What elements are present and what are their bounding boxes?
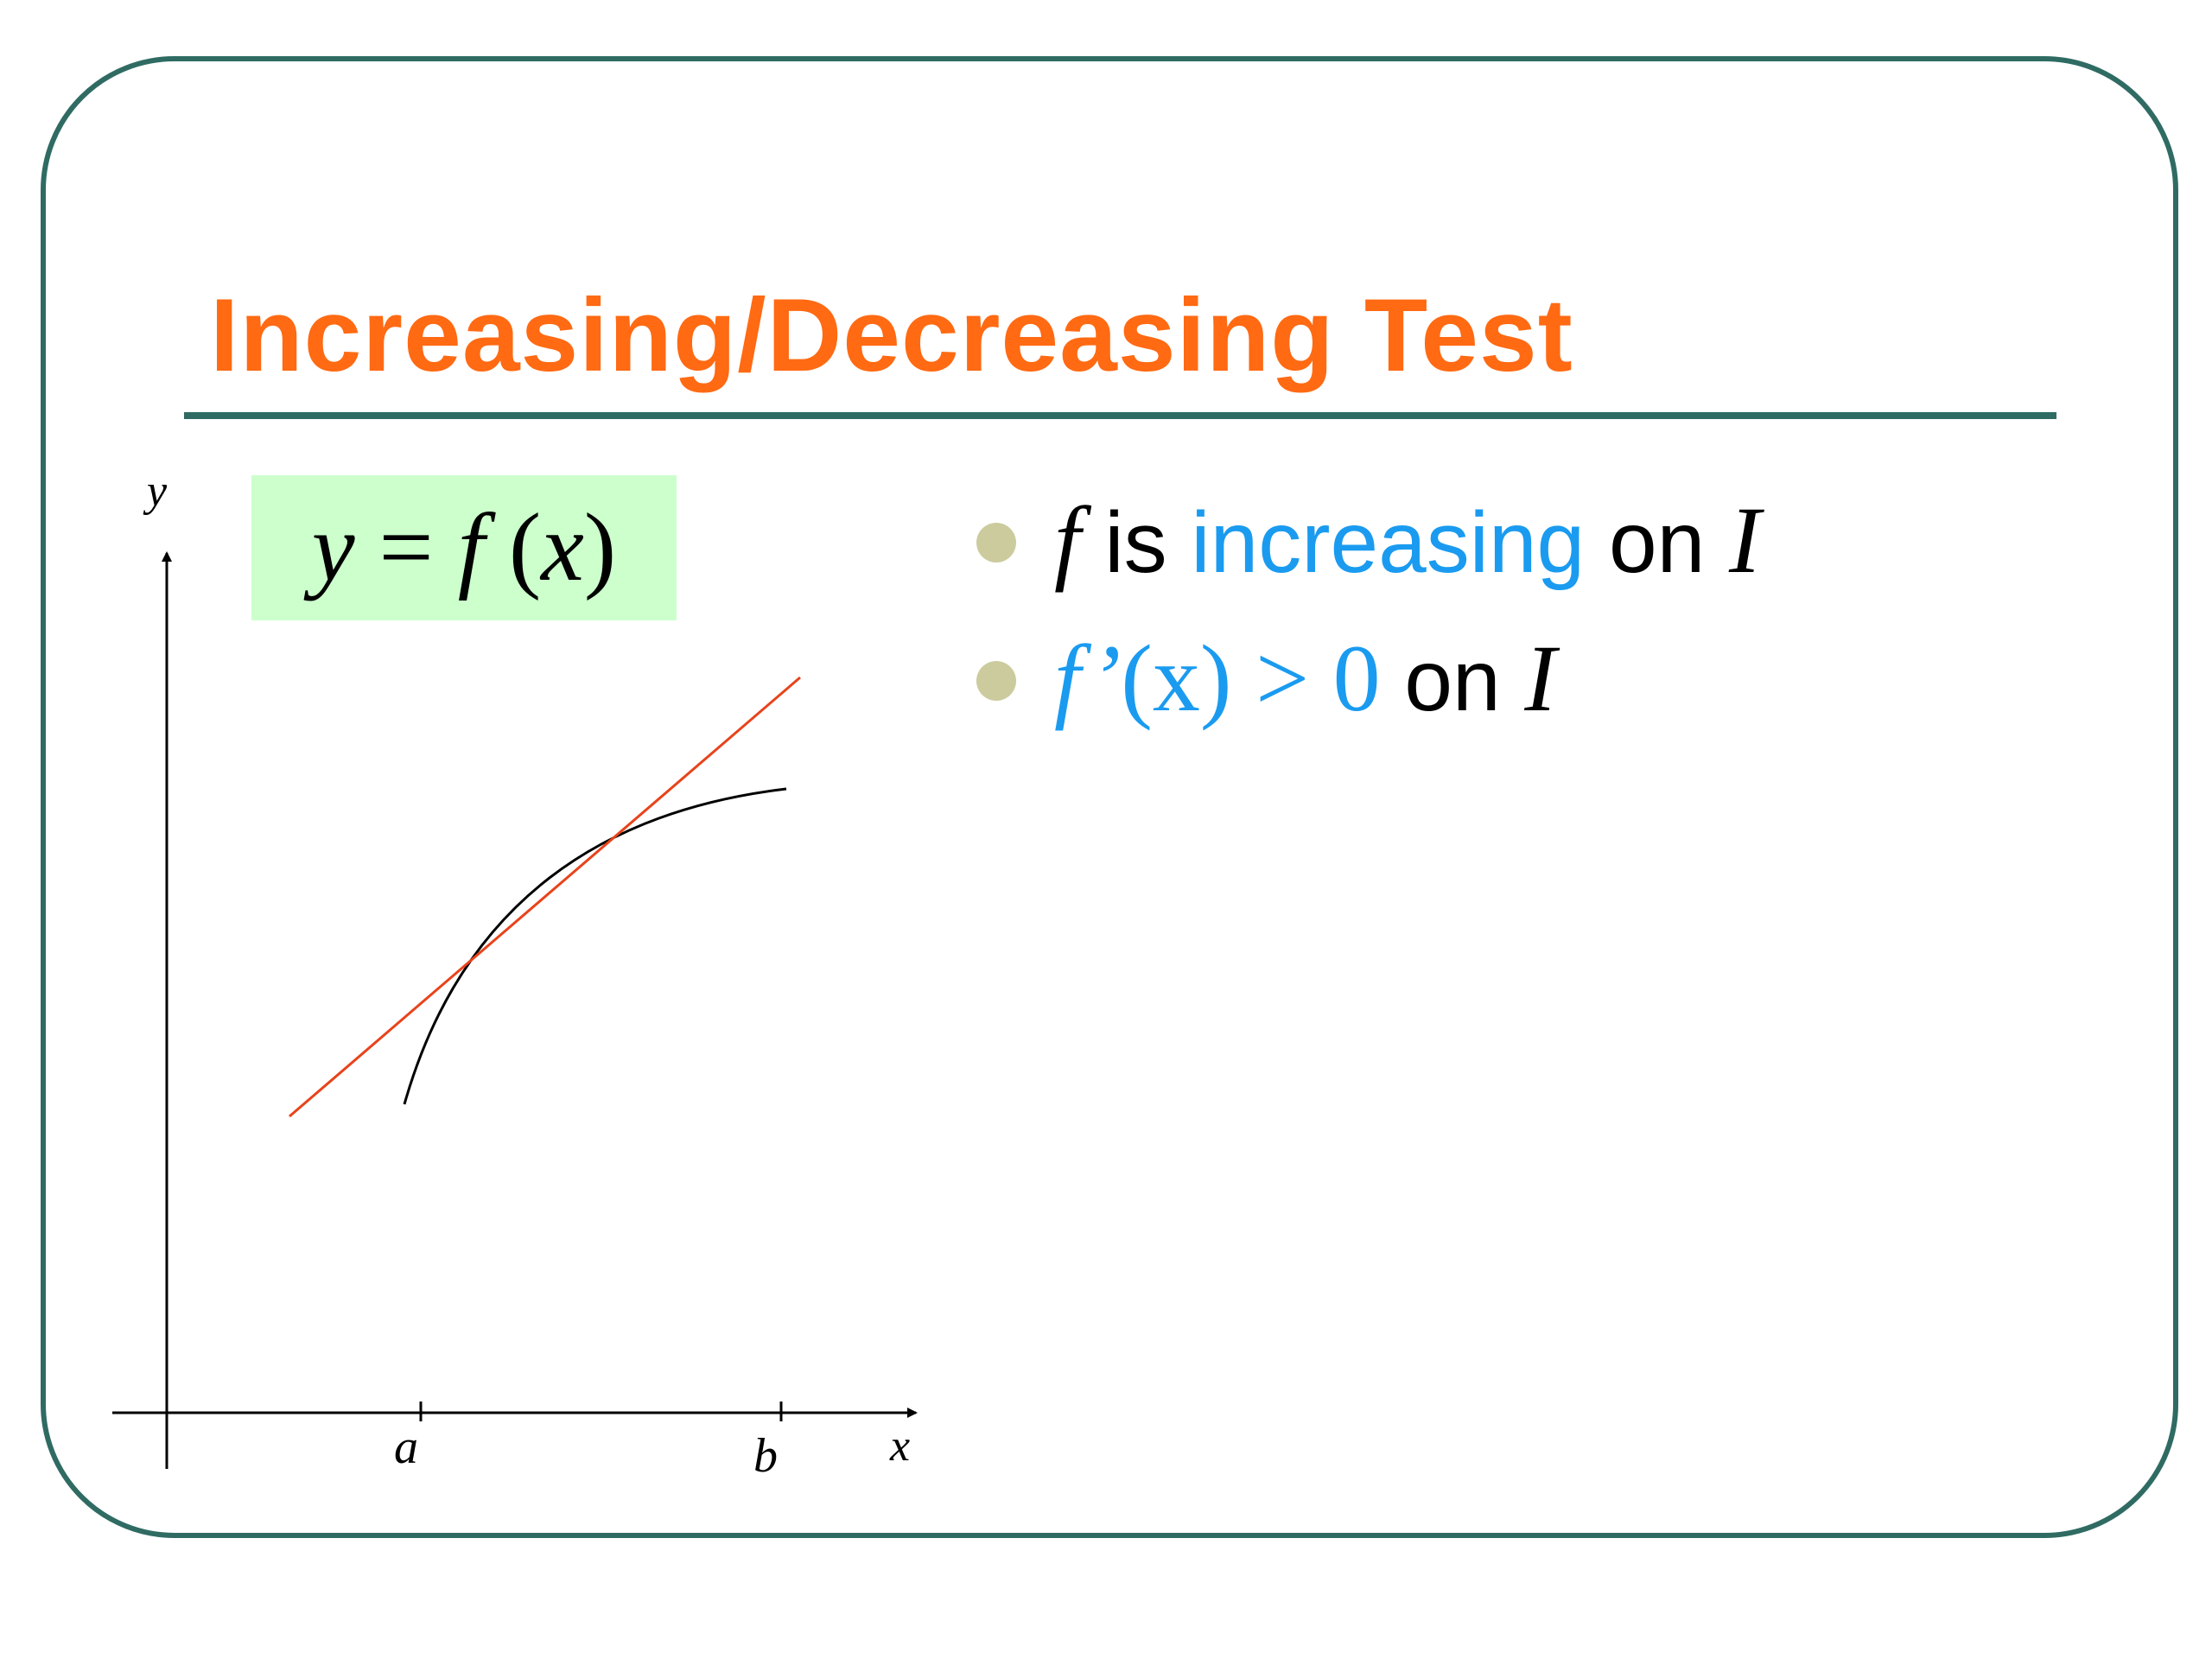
- bullet-argument: (x): [1121, 626, 1232, 731]
- slide-frame: [41, 56, 2178, 1538]
- bullet-list: f is increasing on I f’(x) > 0 on I: [976, 484, 1761, 760]
- bullet-on: on: [1585, 494, 1729, 591]
- function-formula: y = f (x): [251, 475, 677, 620]
- y-axis-label: y: [143, 467, 168, 516]
- bullet-fprime: f’: [1054, 626, 1122, 731]
- bullet-on: on: [1380, 632, 1525, 729]
- formula-y: y: [311, 494, 355, 601]
- formula-equals: =: [354, 494, 458, 601]
- bullet-interval: I: [1728, 487, 1761, 593]
- bullet-f: f: [1054, 487, 1081, 593]
- bullet-increasing: increasing: [1191, 494, 1586, 591]
- bullet-is: is: [1080, 494, 1192, 591]
- function-curve: [403, 787, 787, 1105]
- tick-a-label: a: [394, 1421, 418, 1474]
- function-graph: y x a b: [112, 467, 918, 1483]
- tick-b-label: b: [753, 1429, 778, 1483]
- bullet-dot-icon: [976, 660, 1016, 701]
- formula-open-paren: (: [484, 494, 542, 601]
- title-underline: [184, 412, 2056, 419]
- formula-x: x: [541, 494, 584, 601]
- tangent-line: [289, 676, 801, 1118]
- bullet-item: f is increasing on I: [976, 484, 1761, 622]
- formula-f: f: [457, 494, 485, 601]
- formula-close-paren: ): [583, 494, 617, 601]
- x-axis-label: x: [889, 1421, 910, 1471]
- slide-title: Increasing/Decreasing Test: [210, 277, 1573, 393]
- bullet-item: f’(x) > 0 on I: [976, 622, 1761, 760]
- bullet-dot-icon: [976, 522, 1016, 563]
- bullet-interval: I: [1524, 626, 1557, 731]
- bullet-greater-than-zero: > 0: [1231, 626, 1381, 731]
